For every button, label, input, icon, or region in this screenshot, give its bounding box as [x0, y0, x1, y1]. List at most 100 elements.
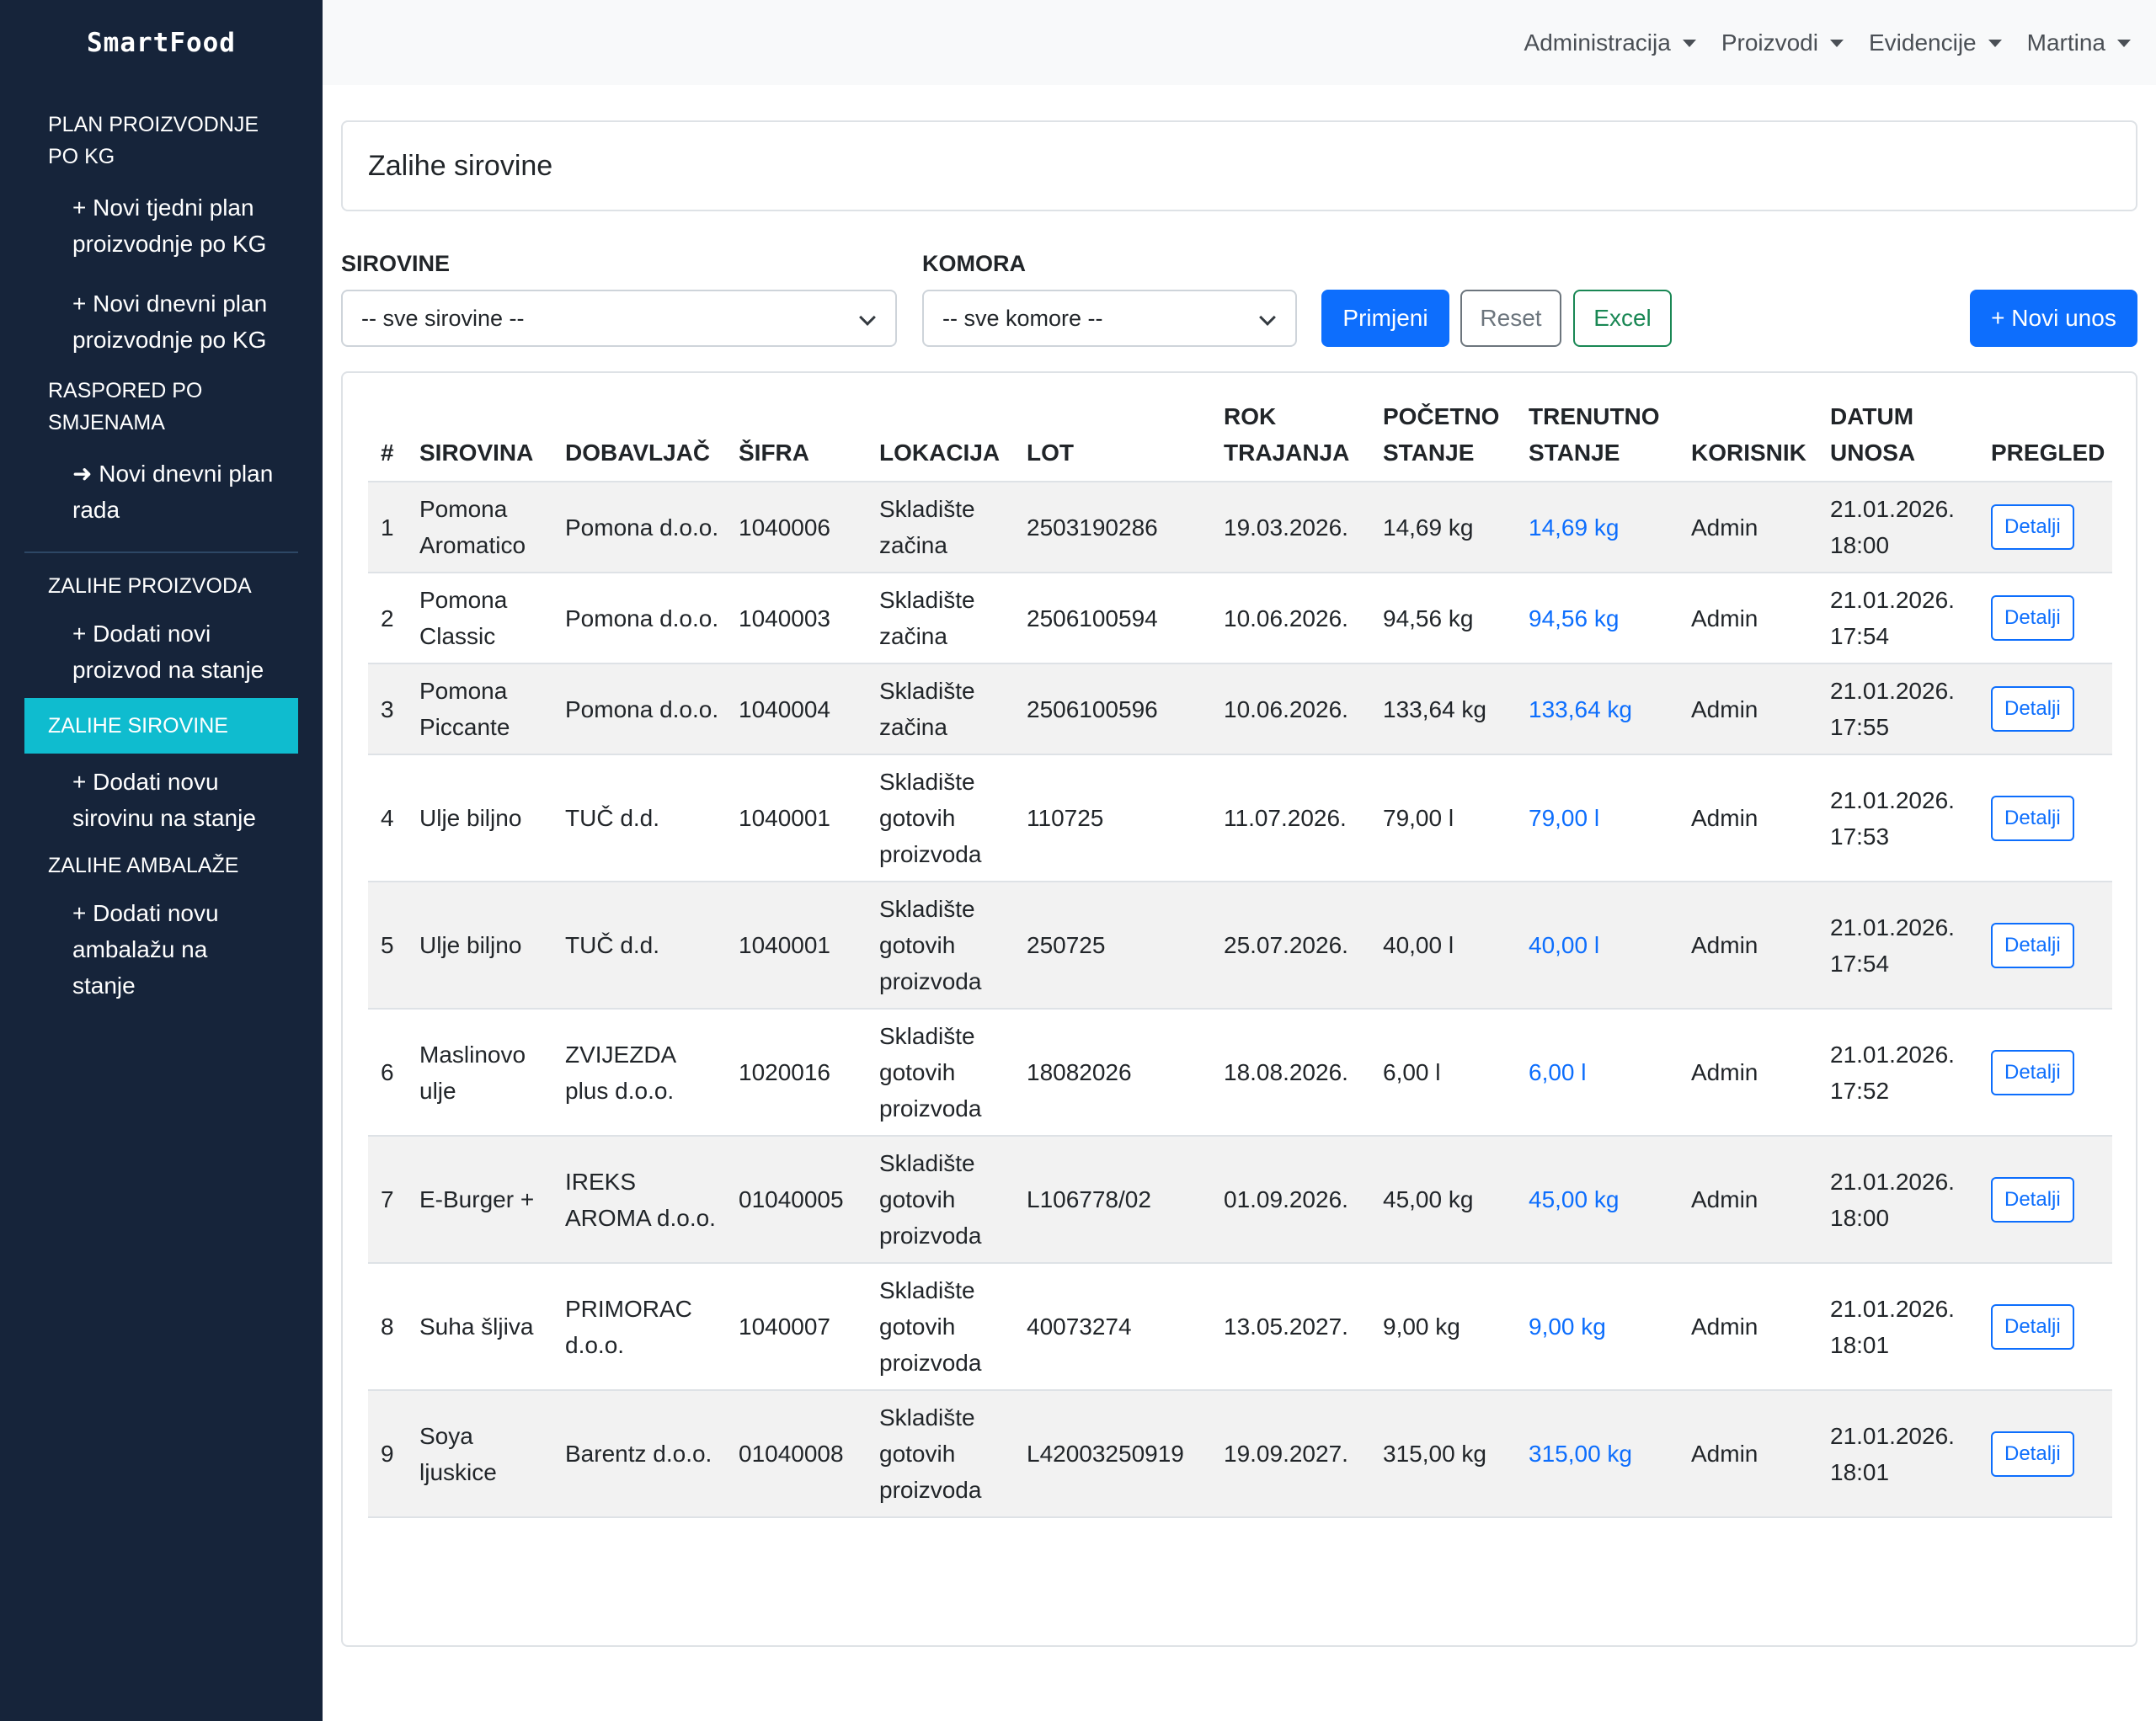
detalji-button[interactable]: Detalji [1991, 504, 2074, 550]
col-header[interactable]: ŠIFRA [726, 398, 867, 482]
sidebar-item-dodati-sirovinu[interactable]: + Dodati novu sirovinu na stanje [72, 769, 256, 831]
komora-select[interactable]: -- sve komore -- [922, 290, 1297, 347]
nav-administracija[interactable]: Administracija [1524, 29, 1696, 56]
table-cell: 2506100594 [1014, 573, 1211, 664]
nav-administracija-label: Administracija [1524, 29, 1671, 56]
nav-proizvodi[interactable]: Proizvodi [1721, 29, 1844, 56]
table-cell: L106778/02 [1014, 1136, 1211, 1264]
col-header[interactable]: DATUM UNOSA [1817, 398, 1978, 482]
table-cell-pregled: Detalji [1978, 754, 2112, 882]
table-cell: 250725 [1014, 882, 1211, 1010]
col-header[interactable]: LOKACIJA [867, 398, 1014, 482]
detalji-button[interactable]: Detalji [1991, 922, 2074, 968]
detalji-button[interactable]: Detalji [1991, 1176, 2074, 1223]
sidebar-item-raspored-po-smjenama[interactable]: RASPORED PO SMJENAMA [48, 379, 203, 434]
apply-button[interactable]: Primjeni [1321, 290, 1449, 347]
nav-evidencije-label: Evidencije [1868, 29, 1977, 56]
sidebar-item-novi-dnevni-plan[interactable]: + Novi dnevni plan proizvodnje po KG [72, 290, 268, 353]
table-cell-pregled: Detalji [1978, 663, 2112, 755]
table-cell: 21.01.2026. 17:54 [1817, 573, 1978, 664]
detalji-button[interactable]: Detalji [1991, 1049, 2074, 1095]
table-header-row: # SIROVINA DOBAVLJAČ ŠIFRA LOKACIJA LOT … [368, 398, 2112, 482]
table-cell: 3 [368, 663, 407, 755]
sirovine-label: SIROVINE [341, 251, 451, 276]
sidebar-divider [24, 551, 298, 553]
table-cell: 1 [368, 482, 407, 573]
table-cell-pregled: Detalji [1978, 1390, 2112, 1518]
table-cell: 7 [368, 1136, 407, 1264]
table-cell: Skladište gotovih proizvoda [867, 1263, 1014, 1391]
table-cell: Admin [1678, 663, 1817, 755]
table-cell: Skladište gotovih proizvoda [867, 1009, 1014, 1137]
detalji-button[interactable]: Detalji [1991, 1431, 2074, 1477]
col-header[interactable]: POČETNO STANJE [1370, 398, 1516, 482]
table-cell: 1040001 [726, 754, 867, 882]
caret-down-icon [2117, 40, 2131, 47]
table-cell: 21.01.2026. 17:53 [1817, 754, 1978, 882]
table-cell-pregled: Detalji [1978, 482, 2112, 573]
caret-down-icon [1682, 40, 1696, 47]
sidebar-item-zalihe-ambalaze[interactable]: ZALIHE AMBALAŽE [48, 854, 239, 877]
table-cell-pregled: Detalji [1978, 1136, 2112, 1264]
caret-down-icon [1829, 40, 1844, 47]
page-title-card: Zalihe sirovine [341, 120, 2137, 211]
detalji-button[interactable]: Detalji [1991, 795, 2074, 841]
sidebar-item-dodati-proizvod[interactable]: + Dodati novi proizvod na stanje [72, 621, 264, 683]
table-cell-pregled: Detalji [1978, 1263, 2112, 1391]
nav-user-menu[interactable]: Martina [2027, 29, 2131, 56]
table-cell: Admin [1678, 1390, 1817, 1518]
col-header[interactable]: DOBAVLJAČ [552, 398, 726, 482]
sirovine-select[interactable]: -- sve sirovine -- [341, 290, 897, 347]
sidebar-nav: PLAN PROIZVODNJE PO KG + Novi tjedni pla… [0, 85, 323, 1004]
table-cell: 19.09.2027. [1211, 1390, 1370, 1518]
table-cell: 94,56 kg [1516, 573, 1678, 664]
sidebar-item-dodati-ambalazu[interactable]: + Dodati novu ambalažu na stanje [72, 900, 219, 999]
table-cell-pregled: Detalji [1978, 882, 2112, 1010]
table-cell: TUČ d.d. [552, 882, 726, 1010]
table-row: 4 Ulje biljno TUČ d.d. 1040001 Skladište got… [368, 754, 2112, 882]
table-cell: 45,00 kg [1370, 1136, 1516, 1264]
table-cell: 13.05.2027. [1211, 1263, 1370, 1391]
table-cell: 19.03.2026. [1211, 482, 1370, 573]
col-header[interactable]: TRENUTNO STANJE [1516, 398, 1678, 482]
col-header[interactable]: KORISNIK [1678, 398, 1817, 482]
detalji-button[interactable]: Detalji [1991, 1303, 2074, 1350]
sidebar-item-novi-dnevni-plan-rada[interactable]: ➜ Novi dnevni plan rada [72, 461, 274, 523]
table-cell: 94,56 kg [1370, 573, 1516, 664]
chevron-down-icon [1259, 309, 1276, 326]
col-header[interactable]: ROK TRAJANJA [1211, 398, 1370, 482]
reset-button[interactable]: Reset [1460, 290, 1561, 347]
sidebar-item-plan-proizvodnje[interactable]: PLAN PROIZVODNJE PO KG [48, 113, 259, 168]
table-cell: 1040003 [726, 573, 867, 664]
brand-logo[interactable]: SmartFood [87, 27, 236, 58]
table-cell: 1040004 [726, 663, 867, 755]
table-cell-pregled: Detalji [1978, 1009, 2112, 1137]
detalji-button[interactable]: Detalji [1991, 686, 2074, 732]
col-header[interactable]: LOT [1014, 398, 1211, 482]
komora-label: KOMORA [922, 251, 1026, 276]
col-header[interactable]: # [368, 398, 407, 482]
sidebar-item-novi-tjedni-plan[interactable]: + Novi tjedni plan proizvodnje po KG [72, 194, 267, 257]
page-title: Zalihe sirovine [368, 149, 553, 182]
table-cell: 315,00 kg [1516, 1390, 1678, 1518]
table-cell: 21.01.2026. 17:52 [1817, 1009, 1978, 1137]
excel-button[interactable]: Excel [1573, 290, 1672, 347]
table-cell: 4 [368, 754, 407, 882]
col-header[interactable]: SIROVINA [407, 398, 552, 482]
table-cell: 21.01.2026. 18:01 [1817, 1390, 1978, 1518]
table-cell: 9 [368, 1390, 407, 1518]
table-cell: Ulje biljno [407, 882, 552, 1010]
sidebar-item-zalihe-proizvoda[interactable]: ZALIHE PROIZVODA [48, 574, 252, 598]
col-header[interactable]: PREGLED [1978, 398, 2112, 482]
new-entry-button[interactable]: + Novi unos [1970, 290, 2137, 347]
sidebar-item-zalihe-sirovine[interactable]: ZALIHE SIROVINE [24, 698, 298, 754]
table-cell: Pomona Aromatico [407, 482, 552, 573]
table-cell: Pomona d.o.o. [552, 663, 726, 755]
table-cell: Skladište gotovih proizvoda [867, 1136, 1014, 1264]
table-cell: 21.01.2026. 18:00 [1817, 482, 1978, 573]
detalji-button[interactable]: Detalji [1991, 595, 2074, 641]
nav-evidencije[interactable]: Evidencije [1869, 29, 2002, 56]
table-cell: Skladište gotovih proizvoda [867, 1390, 1014, 1518]
table-cell: L42003250919 [1014, 1390, 1211, 1518]
table-cell: 1040001 [726, 882, 867, 1010]
